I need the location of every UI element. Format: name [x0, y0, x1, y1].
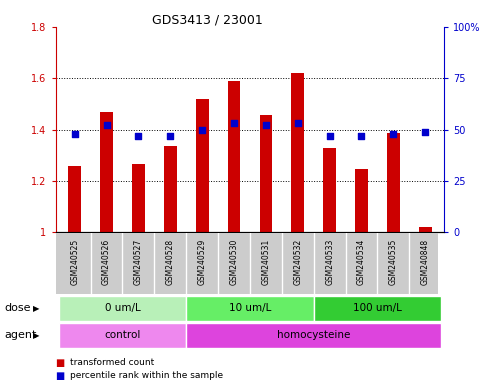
- Bar: [59, 323, 186, 348]
- Bar: [313, 296, 441, 321]
- Bar: [419, 227, 432, 232]
- Bar: [186, 323, 441, 348]
- Text: GSM240525: GSM240525: [70, 239, 79, 285]
- Text: GSM240533: GSM240533: [325, 239, 334, 285]
- Point: [167, 133, 174, 139]
- Bar: [355, 169, 368, 232]
- Bar: [100, 112, 113, 232]
- Text: GSM240527: GSM240527: [134, 239, 143, 285]
- Text: GSM240534: GSM240534: [357, 239, 366, 285]
- Bar: [68, 166, 81, 232]
- Text: GSM240529: GSM240529: [198, 239, 207, 285]
- Text: GSM240530: GSM240530: [229, 239, 239, 285]
- Point: [389, 131, 397, 137]
- Bar: [196, 99, 209, 232]
- Bar: [387, 134, 400, 232]
- Point: [294, 120, 301, 126]
- Bar: [259, 116, 272, 232]
- Text: homocysteine: homocysteine: [277, 330, 350, 340]
- Text: 100 um/L: 100 um/L: [353, 303, 402, 313]
- Bar: [132, 164, 145, 232]
- Point: [71, 131, 79, 137]
- Text: ▶: ▶: [33, 331, 39, 339]
- Text: 0 um/L: 0 um/L: [105, 303, 141, 313]
- Text: GSM240531: GSM240531: [261, 239, 270, 285]
- Text: GSM240848: GSM240848: [421, 239, 430, 285]
- Point: [135, 133, 142, 139]
- Text: percentile rank within the sample: percentile rank within the sample: [70, 371, 223, 380]
- Point: [421, 129, 429, 135]
- Bar: [164, 146, 177, 232]
- Text: GSM240532: GSM240532: [293, 239, 302, 285]
- Text: 10 um/L: 10 um/L: [229, 303, 271, 313]
- Text: GSM240526: GSM240526: [102, 239, 111, 285]
- Point: [230, 120, 238, 126]
- Bar: [291, 73, 304, 232]
- Text: ■: ■: [56, 371, 65, 381]
- Bar: [227, 81, 241, 232]
- Point: [103, 122, 111, 129]
- Text: GSM240528: GSM240528: [166, 239, 175, 285]
- Text: ■: ■: [56, 358, 65, 368]
- Text: transformed count: transformed count: [70, 358, 154, 367]
- Point: [199, 126, 206, 132]
- Bar: [59, 296, 186, 321]
- Text: dose: dose: [5, 303, 31, 313]
- Text: control: control: [104, 330, 141, 340]
- Bar: [186, 296, 313, 321]
- Point: [357, 133, 365, 139]
- Point: [262, 122, 270, 129]
- Text: agent: agent: [5, 330, 37, 340]
- Text: ▶: ▶: [33, 304, 39, 313]
- Text: GSM240535: GSM240535: [389, 239, 398, 285]
- Text: GDS3413 / 23001: GDS3413 / 23001: [152, 13, 263, 26]
- Bar: [323, 147, 336, 232]
- Point: [326, 133, 333, 139]
